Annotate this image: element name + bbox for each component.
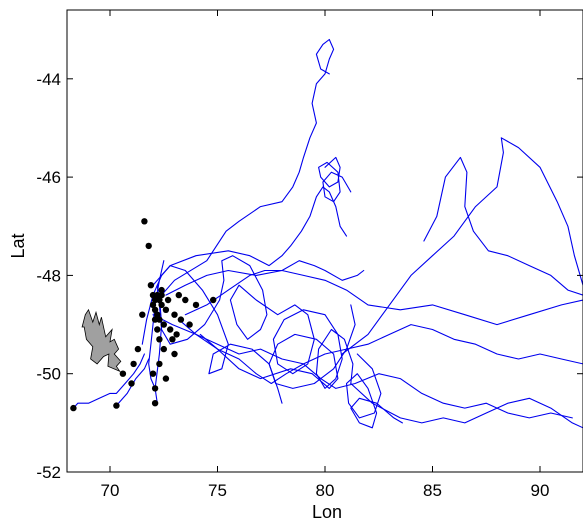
release-point-44 (169, 336, 176, 343)
release-point-30 (134, 345, 142, 353)
points-layer (70, 218, 217, 412)
release-point-21 (167, 326, 174, 333)
release-point-34 (149, 370, 157, 377)
release-point-26 (182, 296, 189, 304)
release-point-20 (164, 296, 172, 304)
x-tick-label: 80 (316, 481, 335, 500)
track-line-3 (165, 269, 583, 326)
release-point-2 (145, 242, 152, 250)
release-point-33 (128, 380, 135, 387)
release-point-14 (156, 336, 163, 343)
y-tick-label: -48 (36, 266, 61, 285)
track-line-15 (184, 260, 365, 316)
track-line-1 (156, 38, 335, 301)
release-point-38 (171, 350, 178, 358)
release-point-37 (162, 375, 170, 382)
island-shape (81, 308, 122, 373)
track-line-17 (318, 156, 352, 203)
release-point-15 (158, 291, 165, 299)
track-line-11 (345, 353, 403, 429)
release-point-35 (151, 385, 159, 392)
release-point-5 (149, 301, 157, 309)
release-point-32 (119, 370, 127, 377)
release-point-23 (173, 331, 180, 338)
y-tick-label: -50 (36, 365, 61, 384)
x-tick-label: 70 (101, 481, 120, 500)
release-point-40 (70, 404, 77, 412)
release-point-27 (186, 321, 193, 328)
release-point-10 (154, 311, 161, 318)
track-line-2 (152, 186, 348, 286)
track-line-13 (72, 353, 145, 409)
x-axis-label: Lon (312, 502, 342, 522)
release-point-43 (139, 311, 146, 318)
island-layer (81, 308, 122, 373)
release-point-31 (130, 360, 137, 368)
release-point-19 (162, 306, 170, 313)
y-tick-label: -44 (36, 70, 61, 89)
release-point-17 (160, 321, 167, 328)
release-point-11 (154, 326, 161, 333)
track-line-5 (199, 333, 573, 419)
track-line-10 (152, 304, 356, 389)
x-tick-label: 90 (531, 481, 550, 500)
tracks-layer (72, 38, 583, 429)
track-line-4 (178, 319, 583, 365)
track-line-8 (350, 382, 583, 429)
release-point-28 (192, 301, 200, 309)
y-tick-label: -52 (36, 463, 61, 482)
release-point-18 (160, 345, 167, 353)
x-tick-label: 75 (208, 481, 227, 500)
track-line-7 (423, 156, 583, 296)
release-point-24 (175, 291, 182, 299)
release-point-12 (156, 296, 163, 304)
track-line-9 (156, 255, 354, 389)
release-point-3 (147, 282, 155, 289)
y-tick-label: -46 (36, 168, 61, 187)
x-tick-label: 85 (423, 481, 442, 500)
release-point-16 (158, 301, 165, 309)
release-point-29 (210, 296, 217, 304)
release-point-41 (151, 400, 159, 407)
release-point-1 (141, 218, 148, 225)
release-point-42 (158, 286, 165, 294)
track-line-6 (341, 137, 583, 355)
release-point-39 (113, 402, 120, 409)
track-line-14 (115, 358, 150, 407)
y-axis-label: Lat (8, 233, 28, 258)
plot-frame (66, 9, 583, 473)
release-point-13 (156, 316, 163, 323)
release-point-22 (171, 311, 178, 318)
release-point-36 (156, 360, 163, 368)
release-point-25 (177, 316, 185, 323)
release-point-7 (151, 306, 159, 313)
axes-layer: 70 75 80 85 90 -44 -46 -48 -50 -52 (36, 9, 583, 500)
